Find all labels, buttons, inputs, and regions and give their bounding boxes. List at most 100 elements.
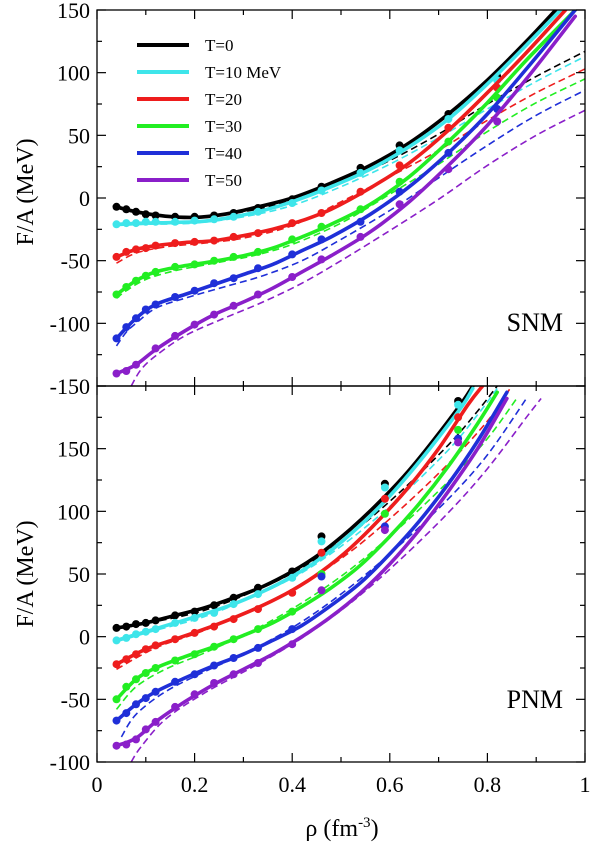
x-axis-title-sup: -3 (358, 815, 371, 831)
pnm-data-point-t40 (317, 572, 326, 581)
pnm-data-point-t0 (171, 611, 180, 620)
pnm-data-point-t50 (190, 690, 199, 699)
pnm-data-point-t0 (112, 623, 121, 632)
pnm-data-point-t20 (122, 655, 131, 664)
snm-data-point-t20 (171, 239, 180, 248)
snm-data-point-t40 (444, 148, 453, 157)
snm-data-point-t40 (210, 279, 219, 288)
pnm-data-point-t50 (288, 640, 297, 649)
snm-data-point-t50 (493, 117, 502, 126)
pnm-series-t0 (112, 386, 498, 632)
legend-label: T=0 (205, 36, 233, 55)
snm-data-point-t40 (229, 274, 238, 283)
snm-series-t10 (112, 10, 585, 229)
snm-data-point-t10 (151, 217, 160, 226)
pnm-data-point-t20 (288, 588, 297, 597)
snm-data-point-t20 (254, 229, 262, 238)
snm-data-point-t30 (151, 267, 160, 276)
snm-data-point-t10 (190, 216, 199, 225)
snm-data-point-t50 (288, 273, 297, 281)
pnm-data-point-t40 (141, 694, 150, 703)
snm-series-layer (112, 10, 585, 386)
snm-data-point-t40 (122, 323, 131, 332)
pnm-data-point-t10 (112, 636, 121, 645)
snm-data-point-t30 (229, 252, 238, 261)
pnm-series-t10 (112, 386, 498, 645)
snm-data-point-t50 (171, 331, 180, 340)
pnm-y-tick-label: 100 (57, 499, 90, 524)
pnm-data-point-t30 (122, 682, 131, 691)
snm-data-point-t20 (288, 219, 297, 228)
pnm-data-point-t20 (141, 645, 150, 654)
pnm-y-tick-label: -100 (50, 750, 90, 775)
snm-data-point-t20 (356, 187, 365, 196)
pnm-data-point-t0 (151, 616, 160, 625)
pnm-data-point-t40 (122, 709, 131, 718)
snm-y-tick-label: 0 (79, 186, 90, 211)
snm-data-point-t0 (122, 205, 131, 214)
pnm-x-tick-label: 0.4 (278, 772, 306, 797)
snm-data-point-t40 (317, 235, 326, 244)
pnm-data-point-t30 (454, 425, 463, 434)
snm-data-point-t30 (132, 276, 140, 285)
snm-data-point-t10 (229, 212, 238, 221)
pnm-data-point-t0 (132, 620, 140, 629)
snm-data-point-t10 (356, 168, 365, 177)
snm-data-point-t10 (112, 220, 121, 229)
snm-y-tick-label: -50 (61, 249, 90, 274)
pnm-x-tick-label: 1 (580, 772, 591, 797)
pnm-data-point-t50 (317, 586, 326, 595)
pnm-data-point-t30 (254, 625, 262, 634)
snm-data-point-t10 (141, 217, 150, 226)
pnm-solid-curve-t10 (114, 386, 475, 643)
pnm-data-point-t30 (190, 650, 199, 659)
snm-data-point-t40 (395, 187, 404, 196)
pnm-series-layer (112, 386, 542, 762)
x-axis-title: ρ (fm-3) (305, 815, 378, 842)
snm-dashed-curve-t20 (116, 68, 585, 264)
pnm-data-point-t40 (254, 643, 262, 652)
pnm-data-point-t40 (132, 700, 140, 709)
pnm-data-point-t50 (132, 735, 140, 744)
pnm-data-point-t50 (229, 670, 238, 679)
pnm-data-point-t30 (288, 607, 297, 616)
pnm-data-point-t50 (454, 438, 463, 447)
pnm-y-tick-label: 150 (57, 437, 90, 462)
snm-data-point-t10 (210, 215, 219, 224)
snm-solid-curve-t20 (114, 10, 568, 259)
snm-data-point-t40 (288, 250, 297, 259)
pnm-y-axis-title: F/A (MeV) (13, 520, 39, 627)
pnm-data-point-t30 (141, 669, 150, 677)
pnm-data-point-t0 (254, 583, 262, 592)
snm-data-point-t20 (132, 245, 140, 254)
snm-data-point-t10 (171, 217, 180, 226)
snm-data-point-t0 (132, 207, 140, 216)
pnm-solid-curve-t40 (114, 390, 509, 723)
pnm-x-tick-label: 0 (92, 772, 103, 797)
pnm-panel: -100 -50 0 50 100 150 0 0.2 0.4 0.6 0.8 1 PNM F/A (… (13, 385, 591, 797)
pnm-data-point-t10 (210, 608, 219, 617)
pnm-x-tick-label: 0.2 (181, 772, 209, 797)
pnm-data-point-t30 (171, 656, 180, 665)
snm-data-point-t30 (288, 235, 297, 244)
pnm-y-tick-label: -50 (61, 687, 90, 712)
pnm-data-point-t40 (151, 687, 160, 696)
snm-data-point-t50 (151, 344, 160, 353)
pnm-data-point-t10 (288, 573, 297, 582)
snm-panel: -150 -100 -50 0 50 100 150 SNM F/A (MeV) (13, 0, 586, 399)
snm-data-point-t30 (112, 290, 121, 299)
pnm-data-point-t20 (171, 635, 180, 644)
pnm-data-point-t20 (229, 615, 238, 624)
snm-panel-tag: SNM (507, 308, 563, 337)
snm-data-point-t20 (190, 237, 199, 246)
pnm-data-point-t20 (151, 641, 160, 650)
snm-data-point-t30 (317, 222, 326, 231)
snm-data-point-t20 (317, 209, 326, 217)
snm-axes: -150 -100 -50 0 50 100 150 (50, 0, 586, 399)
pnm-data-point-t30 (210, 642, 219, 651)
snm-data-point-t20 (210, 236, 219, 245)
snm-data-point-t30 (444, 137, 453, 146)
snm-solid-curve-t0 (114, 10, 558, 220)
pnm-data-point-t50 (112, 741, 121, 750)
